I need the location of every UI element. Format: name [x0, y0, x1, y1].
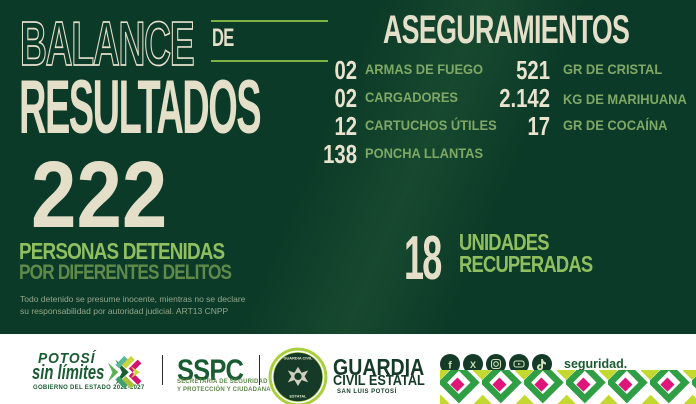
svg-text:ESTATAL: ESTATAL — [289, 393, 307, 398]
svg-text:GUARDIA CIVIL: GUARDIA CIVIL — [283, 356, 313, 361]
svg-text:X: X — [470, 360, 476, 370]
